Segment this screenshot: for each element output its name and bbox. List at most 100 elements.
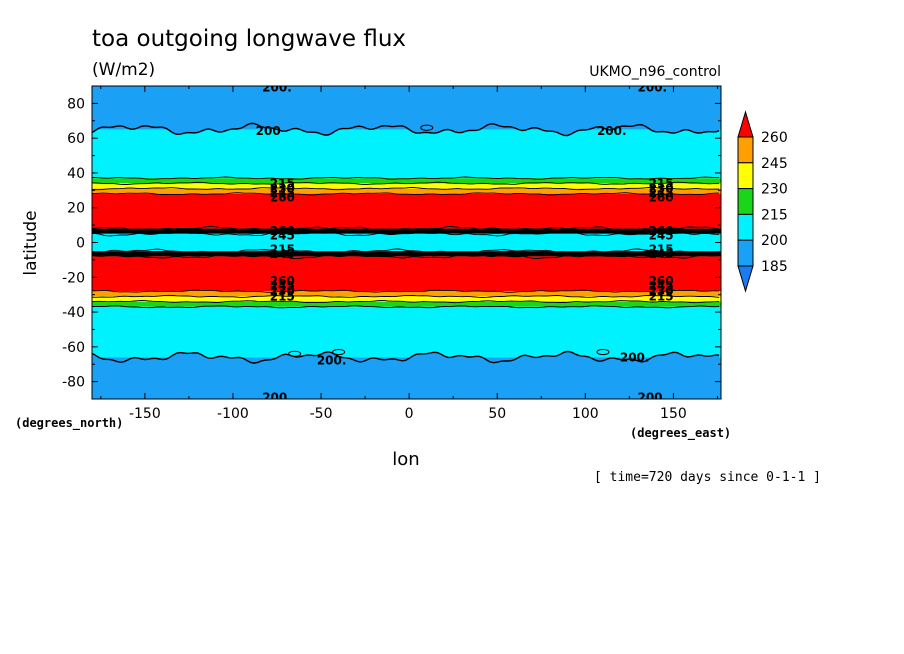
- contour-label: 260: [649, 224, 674, 238]
- contour-blob: [288, 350, 302, 357]
- contour-line: [92, 186, 720, 191]
- contour-label: 260: [649, 274, 674, 288]
- contour-label: 200.: [597, 124, 627, 138]
- contour-line: [92, 289, 720, 293]
- contour-label: 260: [270, 190, 295, 204]
- colorbar-swatch: [737, 136, 754, 164]
- contour-label: 200.: [620, 350, 650, 364]
- dataset-label: UKMO_n96_control: [589, 64, 721, 80]
- contour-label: 215: [649, 289, 674, 303]
- contour-label: 200: [256, 124, 281, 138]
- contour-label: 245: [270, 229, 295, 243]
- contour-line: [92, 229, 720, 234]
- y-tick-label: 80: [67, 96, 85, 112]
- contour-label: 230: [270, 182, 295, 196]
- x-tick-label: 50: [488, 406, 506, 422]
- colorbar-label: 185: [761, 259, 788, 275]
- contour-label: 245: [270, 186, 295, 200]
- y-tick-label: 60: [67, 131, 85, 147]
- x-axis-units: (degrees_east): [630, 426, 731, 441]
- x-axis: -150 -100 -50 0 50 100 150: [100, 86, 718, 422]
- contour-label: 215: [270, 289, 295, 303]
- contour-label: 260: [649, 190, 674, 204]
- contour-line: [92, 248, 720, 254]
- contour-line: [92, 250, 720, 255]
- contour-label: 200.: [262, 390, 292, 404]
- contour-label: 245: [270, 279, 295, 293]
- band--260: [92, 256, 721, 292]
- time-footnote: [ time=720 days since 0-1-1 ]: [594, 470, 821, 485]
- contour-blob: [332, 348, 346, 356]
- contour-line: [92, 192, 720, 196]
- band-230-245: [92, 183, 721, 189]
- contour-line: [92, 181, 720, 185]
- colorbar-label: 230: [761, 182, 788, 198]
- y-tick-label: -60: [62, 340, 85, 356]
- chart-title: toa outgoing longwave flux: [92, 26, 406, 52]
- colorbar-swatch: [737, 188, 754, 215]
- contour-blob: [420, 124, 434, 131]
- band-230-245: [92, 296, 721, 302]
- contour-line: [92, 122, 720, 137]
- band--260: [92, 193, 721, 229]
- contour-line: [92, 300, 720, 304]
- contour-label: 215: [649, 242, 674, 256]
- y-axis: 80 60 40 200 -20 -40 -60 -80: [62, 85, 721, 400]
- contour-line: [92, 350, 720, 364]
- x-axis-label: lon: [392, 449, 419, 470]
- contour-label: 260: [270, 274, 295, 288]
- contour-label: 215: [270, 176, 295, 190]
- colorbar-label: 215: [761, 207, 788, 223]
- colorbar-cap-top: [737, 110, 754, 138]
- x-tick-label: -150: [129, 406, 161, 422]
- colorbar-swatch: [737, 162, 754, 190]
- colorbar-label: 260: [761, 130, 788, 146]
- y-tick-label: -80: [62, 375, 85, 391]
- x-tick-label: -100: [217, 406, 249, 422]
- x-tick-label: 150: [660, 406, 687, 422]
- contour-label: 215: [649, 176, 674, 190]
- contour-label: 245: [649, 279, 674, 293]
- y-tick-label: -20: [62, 270, 85, 286]
- y-axis-units: (degrees_north): [15, 416, 123, 431]
- contour-label: 200.: [317, 354, 347, 368]
- y-axis-label: latitude: [21, 210, 41, 275]
- y-tick-label: 0: [76, 236, 85, 252]
- contour-label: 260: [270, 224, 295, 238]
- contour-line: [92, 294, 720, 298]
- contour-line: [92, 176, 720, 180]
- band-200-215: [92, 233, 721, 252]
- x-tick-label: 100: [572, 406, 599, 422]
- contour-label: 230: [649, 284, 674, 298]
- polar-fill: [92, 86, 721, 136]
- contour-label: 230: [270, 284, 295, 298]
- x-tick-label: 0: [405, 406, 414, 422]
- band-200-215: [92, 306, 721, 358]
- y-tick-label: 40: [67, 166, 85, 182]
- contour-line: [92, 253, 720, 258]
- contour-label: 245: [649, 186, 674, 200]
- band-215-230: [92, 301, 721, 307]
- contour-blob: [596, 348, 610, 356]
- contour-line: [92, 305, 720, 309]
- y-tick-label: -40: [62, 305, 85, 321]
- contour-label: 245: [270, 247, 295, 261]
- contour-label: 200.: [637, 390, 667, 404]
- x-tick-label: -50: [310, 406, 333, 422]
- contour-label: 230: [649, 182, 674, 196]
- band-200-215: [92, 129, 721, 179]
- units-label: (W/m2): [92, 60, 155, 80]
- colorbar-swatch: [737, 213, 754, 241]
- colorbar-swatch: [737, 239, 754, 267]
- band-245-260: [92, 188, 721, 194]
- colorbar-cap-bottom: [737, 265, 754, 293]
- polar-fill: [92, 351, 721, 399]
- contour-label: 200.: [637, 81, 667, 95]
- contour-label: 245: [649, 247, 674, 261]
- colorbar-label: 200: [761, 233, 788, 249]
- contour-line: [92, 227, 720, 232]
- contour-label: 215: [270, 242, 295, 256]
- colorbar: 260 245 230 215 200 185: [737, 110, 788, 293]
